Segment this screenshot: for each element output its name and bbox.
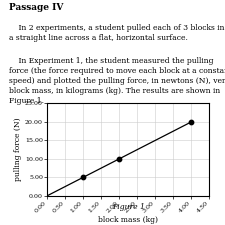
Point: [189, 120, 193, 124]
Text: In Experiment 1, the student measured the pulling
force (the force required to m: In Experiment 1, the student measured th…: [9, 57, 225, 105]
Text: Passage IV: Passage IV: [9, 3, 63, 12]
Text: In 2 experiments, a student pulled each of 3 blocks in
a straight line across a : In 2 experiments, a student pulled each …: [9, 24, 225, 42]
Text: Figure 1: Figure 1: [112, 203, 145, 211]
Point: [117, 157, 121, 161]
Point: [81, 176, 85, 179]
Y-axis label: pulling force (N): pulling force (N): [14, 118, 22, 181]
X-axis label: block mass (kg): block mass (kg): [98, 216, 158, 224]
